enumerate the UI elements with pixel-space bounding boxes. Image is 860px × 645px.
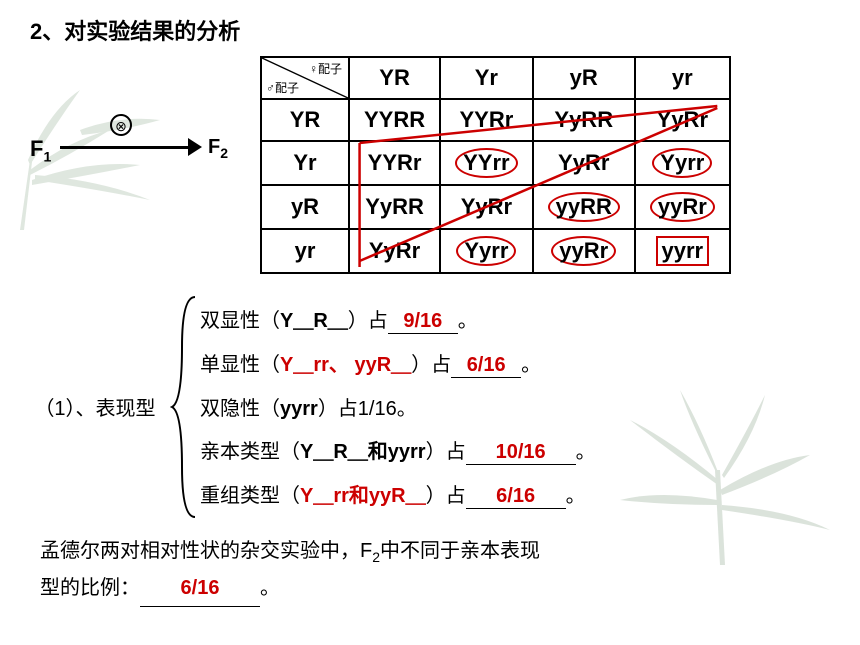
f2-label: F2 [208, 136, 228, 161]
punnett-square: ♀配子♂配子YRYryRyrYRYYRRYYRrYyRRYyRrYrYYRrYY… [260, 56, 731, 274]
genotype-cell: YyRr [349, 229, 440, 273]
genotype-cell: YyRR [533, 99, 635, 141]
f1-label: F1 [30, 136, 51, 164]
genotype-cell: YyRr [440, 185, 532, 229]
phenotype-items: 双显性（Y＿R＿）占9/16。 单显性（Y＿rr、 yyR＿）占6/16。 双隐… [200, 290, 840, 523]
brace-icon [170, 292, 200, 522]
item-parental-type: 亲本类型（Y＿R＿和yyrr）占10/16。 [200, 435, 840, 465]
genotype-cell: YYRR [349, 99, 440, 141]
row-header: yr [261, 229, 349, 273]
genotype-cell: YYRr [349, 141, 440, 185]
genotype-cell: YyRR [349, 185, 440, 229]
genotype-cell: yyRR [533, 185, 635, 229]
col-header: YR [349, 57, 440, 99]
phenotype-label: （1）、表现型 [20, 392, 170, 421]
col-header: yr [635, 57, 730, 99]
row-header: YR [261, 99, 349, 141]
item-single-dominant: 单显性（Y＿rr、 yyR＿）占6/16。 [200, 348, 840, 378]
item-double-recessive: 双隐性（yyrr）占1/16。 [200, 392, 840, 421]
genotype-cell: YyRr [533, 141, 635, 185]
arrow-line [60, 146, 190, 149]
item-double-dominant: 双显性（Y＿R＿）占9/16。 [200, 304, 840, 334]
row-header: yR [261, 185, 349, 229]
section-title: 2、对实验结果的分析 [30, 14, 840, 46]
genotype-cell: YYrr [440, 141, 532, 185]
self-cross-symbol: ⊗ [110, 114, 132, 136]
col-header: yR [533, 57, 635, 99]
genotype-cell: Yyrr [635, 141, 730, 185]
bottom-note: 孟德尔两对相对性状的杂交实验中，F2中不同于亲本表现 型的比例：6/16。 [40, 533, 820, 607]
item-recombinant-type: 重组类型（Y＿rr和yyR＿）占6/16。 [200, 479, 840, 509]
genotype-cell: yyrr [635, 229, 730, 273]
cross-diagram: F1 ⊗ F2 [30, 116, 230, 196]
row-header: Yr [261, 141, 349, 185]
genotype-cell: yyRr [533, 229, 635, 273]
arrow-head [188, 138, 202, 156]
gamete-corner-cell: ♀配子♂配子 [261, 57, 349, 99]
genotype-cell: YYRr [440, 99, 532, 141]
genotype-cell: YyRr [635, 99, 730, 141]
genotype-cell: yyRr [635, 185, 730, 229]
col-header: Yr [440, 57, 532, 99]
punnett-table: ♀配子♂配子YRYryRyrYRYYRRYYRrYyRRYyRrYrYYRrYY… [260, 56, 731, 274]
genotype-cell: Yyrr [440, 229, 532, 273]
